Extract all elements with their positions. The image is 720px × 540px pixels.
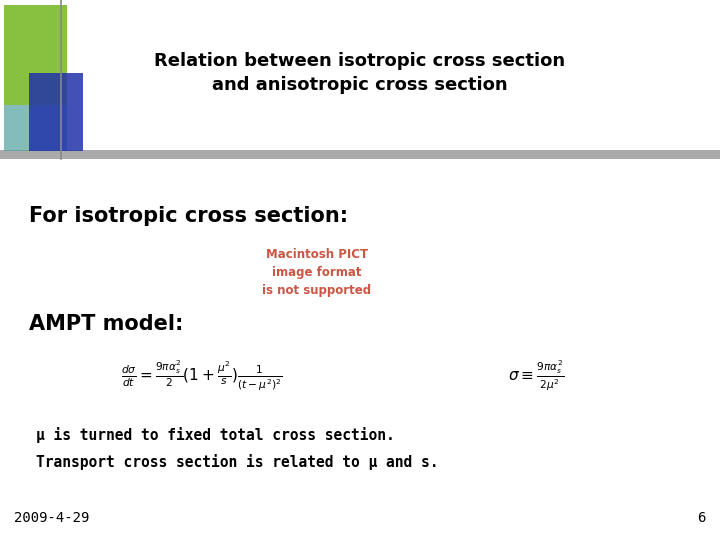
Text: Transport cross section is related to μ and s.: Transport cross section is related to μ … bbox=[36, 454, 438, 470]
Text: Macintosh PICT
image format
is not supported: Macintosh PICT image format is not suppo… bbox=[262, 248, 372, 297]
Bar bbox=[29, 73, 83, 151]
Text: AMPT model:: AMPT model: bbox=[29, 314, 183, 334]
Bar bbox=[4, 97, 67, 151]
Text: Relation between isotropic cross section
and anisotropic cross section: Relation between isotropic cross section… bbox=[154, 52, 566, 94]
Text: $\frac{d\sigma}{dt} = \frac{9\pi\alpha_s^2}{2}(1+\frac{\mu^2}{s})\frac{1}{(t-\mu: $\frac{d\sigma}{dt} = \frac{9\pi\alpha_s… bbox=[121, 358, 282, 393]
Text: 2009-4-29: 2009-4-29 bbox=[14, 511, 90, 525]
Bar bbox=[0, 150, 720, 159]
Text: $\sigma \equiv \frac{9\pi\alpha_s^2}{2\mu^2}$: $\sigma \equiv \frac{9\pi\alpha_s^2}{2\m… bbox=[508, 358, 564, 393]
Text: For isotropic cross section:: For isotropic cross section: bbox=[29, 206, 348, 226]
Text: μ is turned to fixed total cross section.: μ is turned to fixed total cross section… bbox=[36, 427, 395, 443]
Bar bbox=[4, 5, 67, 105]
Text: 6: 6 bbox=[697, 511, 706, 525]
